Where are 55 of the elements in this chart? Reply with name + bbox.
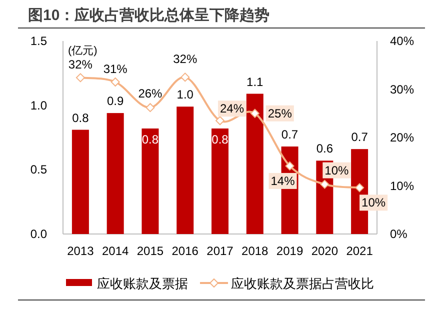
data-label: 10%	[362, 196, 386, 210]
y-tick-label: 0.0	[30, 227, 48, 241]
y-axis-title: (亿元)	[68, 45, 98, 57]
legend-label: 应收账款及票据占营收比	[231, 276, 374, 291]
y2-tick-label: 10%	[390, 178, 414, 193]
data-label: 0.8	[72, 110, 90, 125]
y-tick-label: 0.5	[30, 162, 48, 177]
data-label: 0.7	[351, 130, 368, 144]
point	[320, 180, 330, 189]
x-tick-label: 2014	[102, 244, 130, 258]
data-label: 32%	[68, 58, 93, 72]
bar	[176, 106, 194, 234]
point	[355, 183, 364, 192]
data-label: 0.8	[142, 132, 159, 146]
data-label: 24%	[220, 102, 244, 116]
data-label: 10%	[324, 163, 349, 178]
bar	[106, 113, 124, 234]
bar	[142, 128, 159, 234]
x-tick-label: 2015	[136, 244, 164, 258]
point	[146, 103, 155, 112]
x-tick-label: 2018	[242, 244, 269, 258]
x-tick-label: 2020	[311, 244, 338, 258]
bar	[246, 94, 264, 234]
data-label: 1.0	[176, 88, 194, 102]
data-label: 31%	[103, 62, 128, 76]
point	[285, 161, 294, 170]
data-label: 25%	[268, 106, 292, 120]
data-label: 0.9	[106, 94, 124, 108]
x-tick-label: 2017	[206, 244, 234, 258]
y2-tick-label: 40%	[390, 34, 414, 48]
data-label: 0.6	[316, 142, 334, 156]
bar	[212, 128, 228, 234]
point	[250, 108, 260, 118]
bar	[72, 130, 89, 234]
data-label: 0.8	[212, 132, 229, 146]
point	[76, 73, 85, 82]
data-label: 14%	[270, 174, 296, 188]
point	[110, 78, 120, 87]
chart-title: 图10：应收占营收比总体呈下降趋势	[28, 6, 270, 24]
legend-label: 应收账款及票据	[97, 276, 188, 291]
x-tick-label: 2016	[172, 244, 199, 258]
data-label: 26%	[138, 86, 163, 101]
x-tick-label: 2019	[276, 244, 304, 258]
y2-tick-label: 0%	[390, 227, 408, 241]
point	[216, 116, 224, 126]
data-label: 32%	[173, 52, 198, 66]
y-tick-label: 1.5	[30, 34, 48, 48]
point	[180, 72, 190, 82]
y2-tick-label: 20%	[390, 130, 414, 144]
x-tick-label: 2013	[67, 244, 94, 258]
y2-tick-label: 30%	[390, 82, 414, 96]
y-tick-label: 1.0	[30, 98, 48, 112]
data-label: 0.7	[281, 128, 298, 142]
x-tick-label: 2021	[346, 244, 374, 258]
data-label: 1.1	[246, 74, 264, 89]
